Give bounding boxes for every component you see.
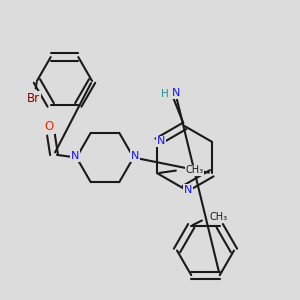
Text: N: N: [172, 88, 181, 98]
Text: CH₃: CH₃: [185, 165, 203, 175]
Text: N: N: [71, 151, 79, 161]
Text: N: N: [184, 184, 192, 195]
Text: H: H: [161, 88, 169, 99]
Text: O: O: [45, 120, 54, 133]
Text: N: N: [131, 151, 139, 161]
Text: Br: Br: [27, 92, 40, 105]
Text: CH₃: CH₃: [210, 212, 228, 222]
Text: N: N: [157, 136, 165, 146]
